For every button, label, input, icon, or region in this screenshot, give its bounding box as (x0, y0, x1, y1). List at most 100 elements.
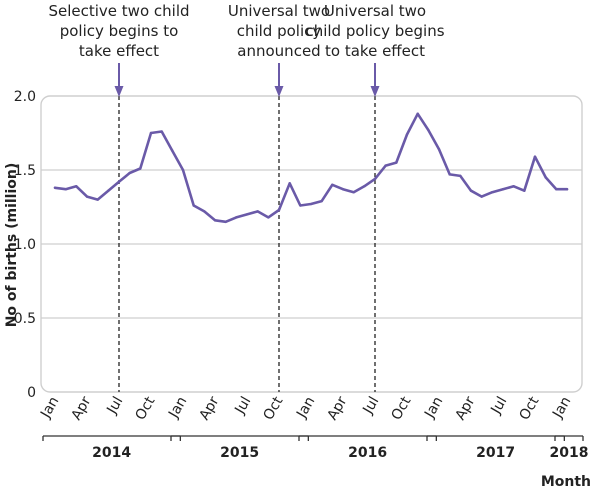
year-label: 2018 (550, 445, 589, 461)
data-point (373, 177, 377, 181)
annotations-layer: Selective two child policy begins to take … (48, 2, 445, 392)
data-point (363, 185, 366, 188)
data-point (277, 208, 281, 212)
annotation-text-line: take effect (79, 42, 159, 60)
year-label: 2015 (220, 445, 259, 461)
x-tick-label: Jan (293, 394, 318, 422)
x-tick-label: Jul (104, 394, 127, 418)
year-label: 2017 (476, 445, 515, 461)
year-brackets: 2014 2015 2016 2017 2018 (42, 435, 589, 461)
data-point (416, 112, 419, 115)
annotation-arrow-head (114, 86, 124, 97)
data-point (501, 188, 505, 191)
data-point (213, 219, 217, 222)
series-layer (53, 112, 569, 224)
x-axis-label: Month (541, 474, 591, 490)
data-point (181, 168, 185, 172)
data-point (448, 173, 451, 176)
year-bracket-2018: 2018 (550, 435, 589, 461)
annotation-text-line: Universal two (324, 2, 426, 20)
x-tick-label: Oct (260, 394, 286, 423)
x-axis: Jan Apr Jul Oct Jan Apr Jul Oct Jan Apr Jul Oct Jan A… (37, 394, 574, 423)
year-bracket-2015: 2015 (170, 435, 309, 461)
data-point (405, 133, 409, 136)
data-point (75, 185, 78, 188)
data-point (491, 191, 494, 194)
data-point (459, 174, 462, 178)
data-point (320, 199, 323, 203)
y-tick-label: 0 (27, 385, 36, 401)
y-tick-label: 0.5 (14, 311, 36, 327)
data-point (437, 148, 441, 151)
data-point (555, 188, 558, 191)
data-point (331, 183, 334, 186)
annotation-text-line: Universal two (228, 2, 330, 20)
annotation-text-line: Selective two child (48, 2, 189, 20)
x-tick-label: Oct (516, 394, 542, 423)
data-point (245, 213, 249, 216)
annotation-3: Universal two child policy begins to take … (305, 2, 445, 392)
x-tick-label: Jan (165, 394, 190, 422)
data-point (171, 149, 174, 152)
data-point (299, 204, 302, 207)
x-tick-label: Jan (549, 394, 574, 422)
data-point (480, 195, 483, 198)
year-label: 2016 (348, 445, 387, 461)
data-point (512, 185, 515, 188)
year-bracket-2014: 2014 (42, 435, 181, 461)
data-point (203, 210, 206, 213)
annotation-arrow-head (370, 86, 380, 97)
data-point (128, 171, 131, 175)
annotation-text-line: to take effect (325, 42, 425, 60)
data-point (149, 131, 153, 135)
data-point (85, 195, 89, 198)
annotation-text-line: policy begins to (60, 22, 179, 40)
plot-frame (40, 95, 583, 393)
x-tick-label: Apr (196, 394, 222, 423)
x-tick-label: Jul (232, 394, 255, 418)
year-bracket-2016: 2016 (298, 435, 437, 461)
annotation-2: Universal two child policy announced (228, 2, 330, 392)
data-point (523, 189, 526, 192)
annotation-text-line: announced (237, 42, 320, 60)
data-point (224, 220, 227, 223)
year-bracket-2017: 2017 (426, 435, 565, 461)
series-line-1 (53, 112, 569, 224)
y-axis: 0 0.5 1.0 1.5 2.0 (14, 89, 36, 401)
y-tick-label: 1.0 (14, 237, 36, 253)
x-tick-label: Apr (68, 394, 94, 423)
data-point (341, 188, 345, 191)
y-tick-label: 1.5 (14, 163, 36, 179)
x-tick-label: Jul (360, 394, 383, 418)
data-point (139, 167, 142, 170)
data-point (469, 189, 473, 192)
data-point (160, 130, 163, 133)
annotation-1: Selective two child policy begins to take … (48, 2, 190, 392)
data-point (288, 182, 291, 185)
data-point (395, 161, 398, 164)
data-point (309, 202, 313, 206)
y-tick-label: 2.0 (14, 89, 36, 105)
data-point (64, 188, 67, 191)
x-tick-label: Apr (452, 394, 478, 423)
data-point (256, 210, 259, 213)
data-point (267, 216, 270, 219)
x-tick-label: Oct (388, 394, 414, 423)
x-tick-label: Jan (37, 394, 62, 422)
data-point (565, 188, 569, 191)
x-tick-label: Jul (488, 394, 511, 418)
data-point (235, 216, 238, 219)
data-point (352, 191, 355, 194)
data-point (107, 189, 110, 192)
data-point (384, 164, 387, 167)
x-tick-label: Jan (421, 394, 446, 422)
data-point (117, 180, 121, 184)
x-tick-label: Oct (132, 394, 158, 423)
y-axis-label: No of births (million) (4, 163, 20, 328)
data-point (96, 198, 99, 201)
x-tick-label: Apr (324, 394, 350, 423)
data-point (192, 204, 195, 207)
annotation-text-line: child policy (237, 22, 322, 40)
